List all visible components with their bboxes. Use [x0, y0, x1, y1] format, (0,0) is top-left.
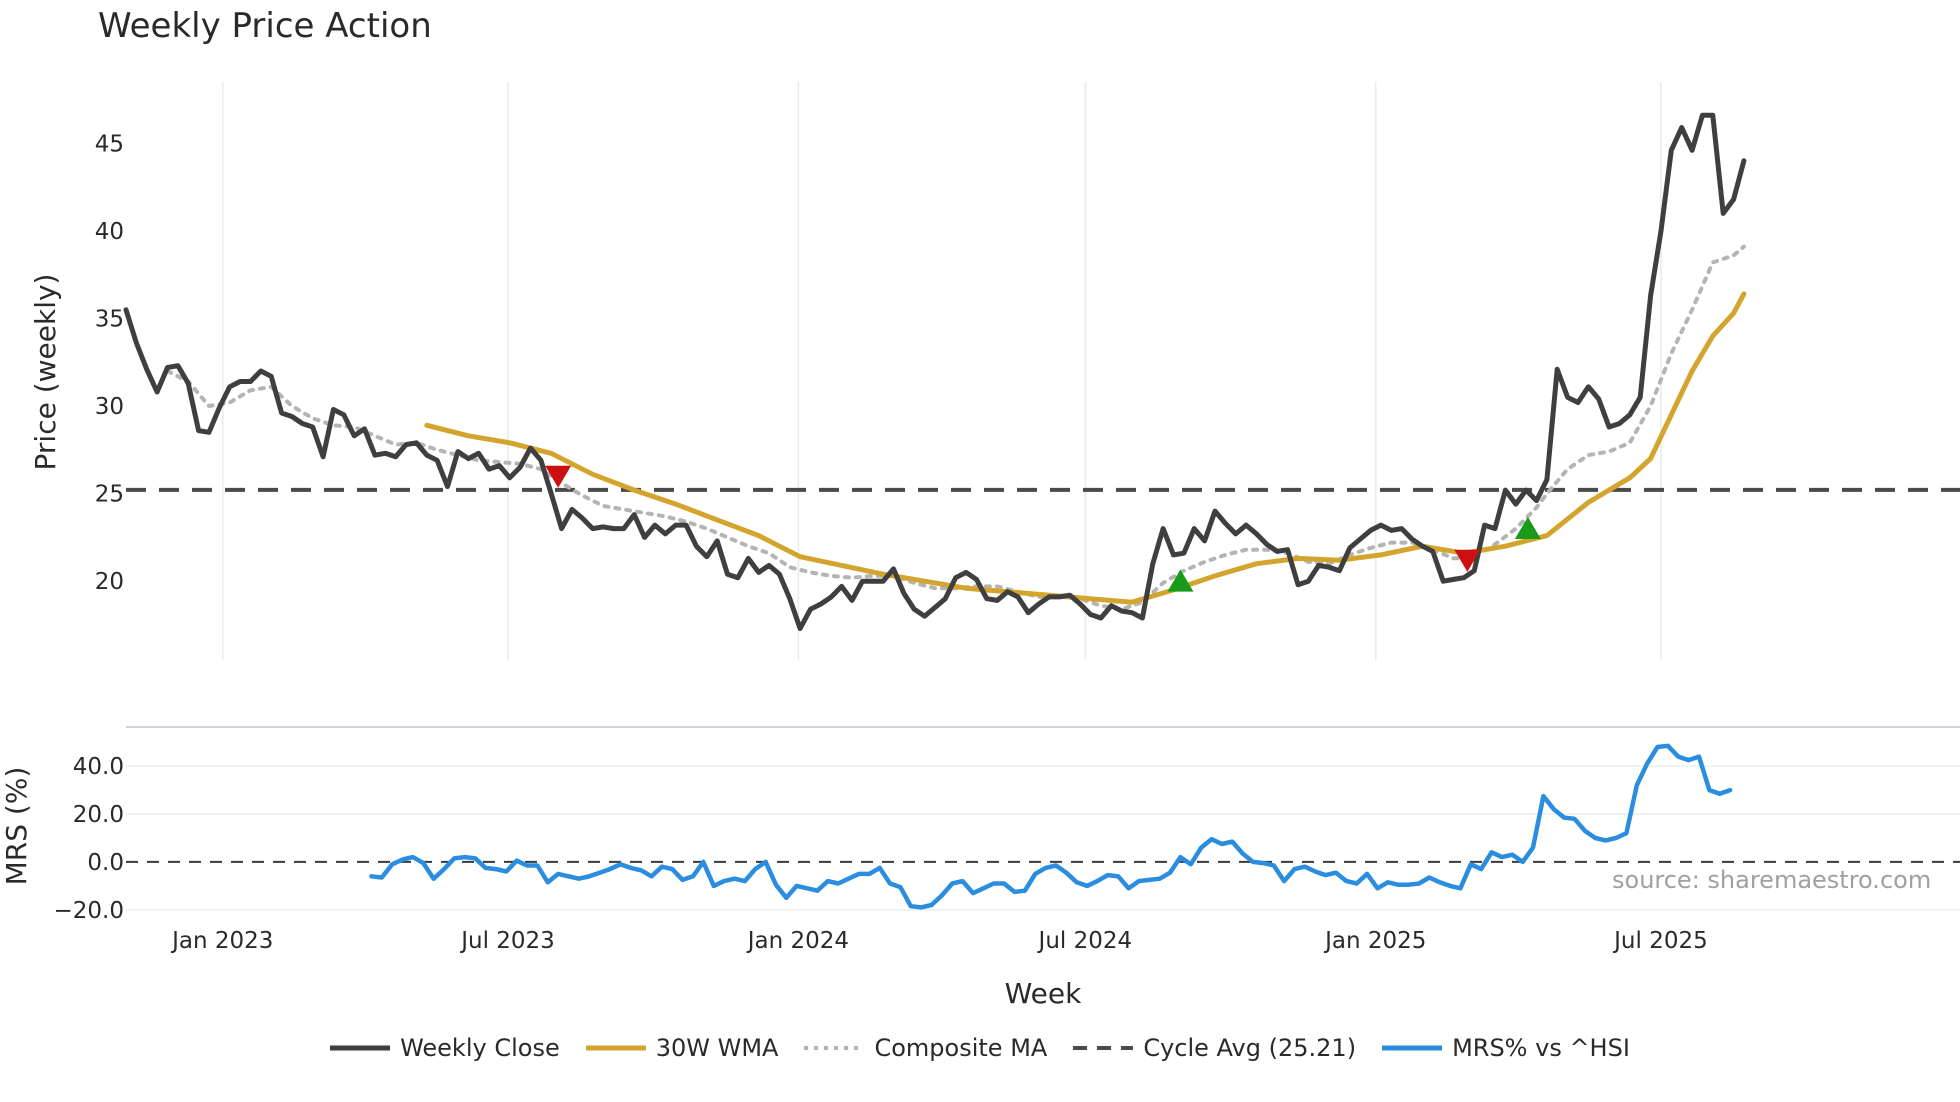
30w-wma-line: [424, 291, 1747, 605]
x-tick-label: Jul 2023: [459, 928, 555, 954]
legend-item-30w-wma[interactable]: 30W WMA: [585, 1034, 779, 1062]
y-tick-label: 35: [95, 306, 124, 332]
legend-swatch: [585, 1045, 646, 1051]
x-axis-label: Week: [1005, 977, 1082, 1010]
mrs-line: [369, 743, 1733, 910]
legend-item-composite-ma[interactable]: Composite MA: [804, 1034, 1047, 1062]
y-tick-label: 45: [95, 131, 124, 157]
legend-item-mrs[interactable]: MRS% vs ^HSI: [1382, 1034, 1630, 1062]
legend-label: 30W WMA: [655, 1034, 779, 1062]
x-tick-label: Jan 2024: [746, 928, 849, 954]
y-tick-label: 25: [95, 482, 124, 508]
y-tick-label: 0.0: [87, 850, 124, 876]
reference-lines: [126, 487, 1960, 863]
axis-layer: Jan 2023 Jul 2023 Jan 2024 Jul 2024 Jan 2025…: [54, 131, 1708, 954]
legend-swatch: [330, 1045, 391, 1051]
grid-layer: [126, 82, 1960, 911]
y-axis-label-price: Price (weekly): [29, 274, 62, 471]
y-tick-label: 20: [95, 569, 124, 595]
buy-signal-marker: [1167, 569, 1194, 592]
sell-signal-marker: [1454, 549, 1481, 572]
legend-swatch: [804, 1046, 865, 1050]
legend-swatch: [1073, 1046, 1134, 1050]
legend-swatch: [1382, 1045, 1443, 1051]
weekly-close-line: [123, 112, 1747, 631]
marker-layer: [545, 465, 1541, 592]
legend-label: MRS% vs ^HSI: [1452, 1034, 1630, 1062]
x-tick-label: Jul 2024: [1037, 928, 1133, 954]
buy-signal-marker: [1514, 516, 1541, 540]
legend-item-weekly-close[interactable]: Weekly Close: [330, 1034, 560, 1062]
y-tick-label: 30: [95, 394, 124, 420]
legend: Weekly Close 30W WMA Composite MA Cycle …: [0, 1034, 1960, 1062]
y-tick-label: 40: [95, 219, 124, 245]
x-tick-label: Jan 2025: [1323, 928, 1426, 954]
composite-ma-line: [165, 244, 1746, 612]
series-layer: [123, 112, 1747, 910]
x-tick-label: Jul 2025: [1612, 928, 1708, 954]
source-note: source: sharemaestro.com: [1612, 866, 1932, 894]
x-tick-label: Jan 2023: [170, 928, 273, 954]
y-axis-label-mrs: MRS (%): [0, 767, 33, 886]
y-tick-label: −20.0: [54, 898, 124, 924]
legend-label: Cycle Avg (25.21): [1143, 1034, 1357, 1062]
legend-item-cycle-avg[interactable]: Cycle Avg (25.21): [1073, 1034, 1356, 1062]
legend-label: Composite MA: [874, 1034, 1048, 1062]
sell-signal-marker: [545, 465, 572, 488]
y-tick-label: 20.0: [73, 802, 124, 828]
chart-title: Weekly Price Action: [98, 6, 432, 46]
y-tick-label: 40.0: [73, 754, 124, 780]
legend-label: Weekly Close: [400, 1034, 560, 1062]
